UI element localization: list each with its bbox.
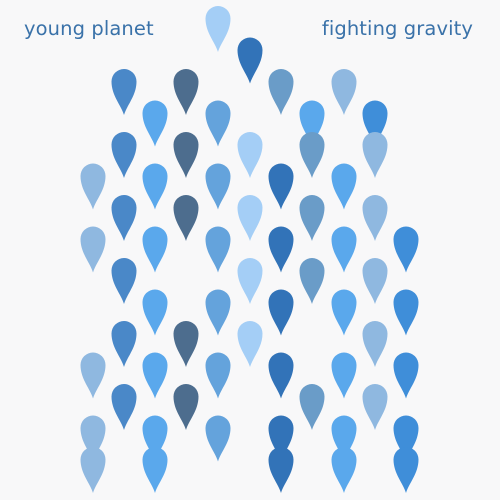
teardrop-icon: [111, 384, 137, 430]
teardrop-icon: [268, 415, 294, 462]
teardrop-icon: [393, 226, 419, 273]
teardrop-icon: [268, 289, 294, 336]
teardrop-icon: [299, 258, 325, 304]
teardrop-icon: [205, 415, 231, 462]
teardrop-icon: [331, 446, 357, 493]
teardrop-icon: [268, 163, 294, 210]
teardrop-icon: [111, 195, 137, 241]
teardrop-icon: [142, 289, 168, 336]
teardrop-icon: [362, 132, 388, 178]
teardrop-icon: [237, 195, 263, 241]
teardrop-icon: [111, 321, 137, 367]
teardrop-icon: [111, 258, 137, 304]
teardrop-icon: [173, 321, 199, 367]
teardrop-icon: [142, 100, 168, 147]
teardrop-icon: [299, 100, 325, 147]
teardrop-icon: [205, 289, 231, 336]
teardrop-icon: [268, 446, 294, 493]
teardrop-icon: [173, 195, 199, 241]
teardrop-icon: [268, 226, 294, 273]
teardrop-icon: [299, 384, 325, 430]
teardrop-icon: [80, 447, 106, 493]
teardrop-icon: [268, 352, 294, 399]
teardrop-icon: [362, 258, 388, 304]
teardrop-icon: [142, 446, 168, 493]
teardrop-icon: [393, 352, 419, 399]
teardrop-icon: [142, 163, 168, 210]
teardrop-icon: [331, 289, 357, 336]
artist-name: young planet: [24, 17, 154, 40]
album-title: fighting gravity: [321, 17, 473, 40]
teardrop-icon: [362, 195, 388, 241]
teardrop-icon: [331, 415, 357, 462]
teardrop-icon: [205, 100, 231, 147]
teardrop-icon: [111, 132, 137, 178]
teardrop-icon: [393, 446, 419, 493]
teardrop-icon: [205, 6, 231, 52]
teardrop-icon: [173, 132, 199, 178]
teardrop-icon: [299, 132, 325, 178]
teardrop-icon: [362, 100, 388, 147]
teardrop-icon: [237, 37, 263, 84]
teardrop-icon: [268, 69, 294, 115]
teardrop-icon: [205, 352, 231, 399]
teardrop-icon: [142, 226, 168, 273]
teardrop-icon: [331, 226, 357, 273]
teardrop-icon: [173, 69, 199, 115]
teardrop-icon: [331, 352, 357, 399]
teardrop-icon: [331, 69, 357, 115]
teardrop-icon: [111, 69, 137, 115]
teardrop-icon: [80, 226, 106, 273]
teardrop-icon: [331, 163, 357, 210]
teardrop-icon: [299, 195, 325, 241]
teardrop-icon: [80, 415, 106, 462]
teardrop-icon: [393, 289, 419, 336]
teardrop-icon: [362, 384, 388, 430]
teardrop-icon: [237, 321, 263, 367]
teardrop-icon: [142, 352, 168, 399]
teardrop-icon: [80, 352, 106, 399]
teardrop-icon: [205, 163, 231, 210]
teardrop-icon: [142, 415, 168, 462]
teardrop-icon: [237, 258, 263, 304]
teardrop-icon: [237, 132, 263, 178]
teardrop-icon: [173, 384, 199, 430]
teardrop-icon: [80, 163, 106, 210]
teardrop-icon: [393, 415, 419, 462]
teardrop-icon: [362, 321, 388, 367]
teardrop-icon: [205, 226, 231, 273]
